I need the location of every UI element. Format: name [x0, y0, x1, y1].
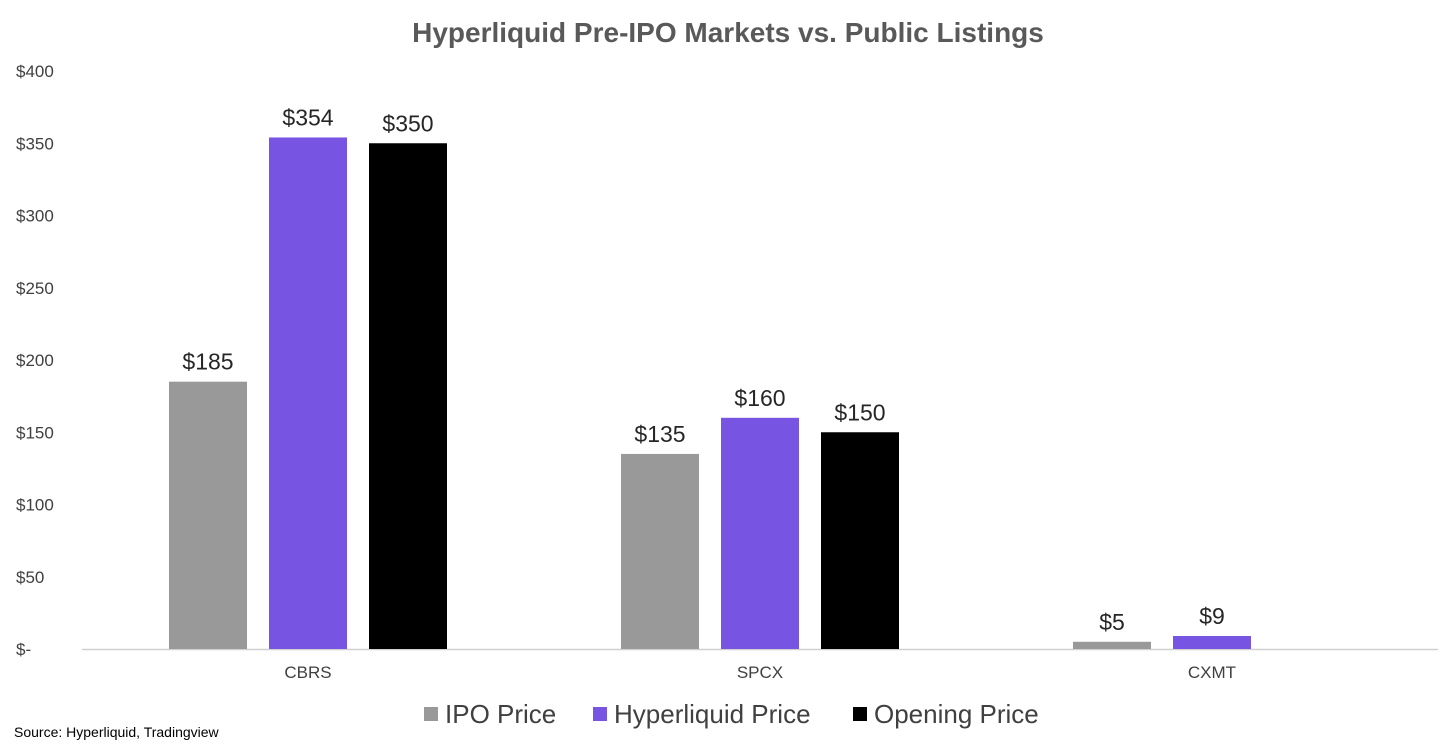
data-label: $185: [182, 349, 233, 375]
legend: IPO Price Hyperliquid Price Opening Price: [424, 699, 1039, 729]
source-note: Source: Hyperliquid, Tradingview: [14, 724, 220, 740]
legend-swatch: [593, 707, 607, 721]
legend-swatch: [424, 707, 438, 721]
data-label: $354: [282, 104, 333, 130]
data-label: $150: [834, 399, 885, 425]
legend-label: Opening Price: [874, 699, 1039, 729]
bars-group: [169, 137, 1251, 649]
x-tick-label: CXMT: [1188, 663, 1236, 682]
y-axis: $- $50 $100 $150 $200 $250 $300 $350 $400: [16, 62, 54, 659]
bar-ipo-price-spcx: [621, 453, 699, 649]
y-tick-label: $-: [16, 640, 31, 659]
y-tick-label: $350: [16, 134, 54, 153]
x-tick-label: CBRS: [284, 663, 331, 682]
x-axis: CBRS SPCX CXMT: [82, 648, 1438, 682]
data-label: $5: [1099, 609, 1125, 635]
y-tick-label: $50: [16, 568, 44, 587]
bar-hyperliquid-price-cxmt: [1173, 635, 1251, 649]
chart-title: Hyperliquid Pre-IPO Markets vs. Public L…: [412, 17, 1044, 48]
y-tick-label: $200: [16, 351, 54, 370]
y-tick-label: $400: [16, 62, 54, 81]
legend-label: IPO Price: [445, 699, 556, 729]
data-labels-group: $185 $354 $350 $135 $160 $150 $5 $9: [182, 104, 1224, 634]
x-tick-label: SPCX: [737, 663, 783, 682]
legend-swatch: [853, 707, 867, 721]
bar-opening-price-cbrs: [369, 143, 447, 649]
bar-opening-price-spcx: [821, 432, 899, 649]
bar-hyperliquid-price-cbrs: [269, 137, 347, 649]
bar-ipo-price-cbrs: [169, 381, 247, 649]
y-tick-label: $300: [16, 207, 54, 226]
data-label: $160: [734, 385, 785, 411]
y-tick-label: $250: [16, 279, 54, 298]
bar-hyperliquid-price-spcx: [721, 417, 799, 649]
bar-ipo-price-cxmt: [1073, 641, 1151, 649]
data-label: $9: [1199, 603, 1225, 629]
data-label: $350: [382, 110, 433, 136]
legend-label: Hyperliquid Price: [614, 699, 811, 729]
y-tick-label: $100: [16, 496, 54, 515]
data-label: $135: [634, 421, 685, 447]
y-tick-label: $150: [16, 423, 54, 442]
